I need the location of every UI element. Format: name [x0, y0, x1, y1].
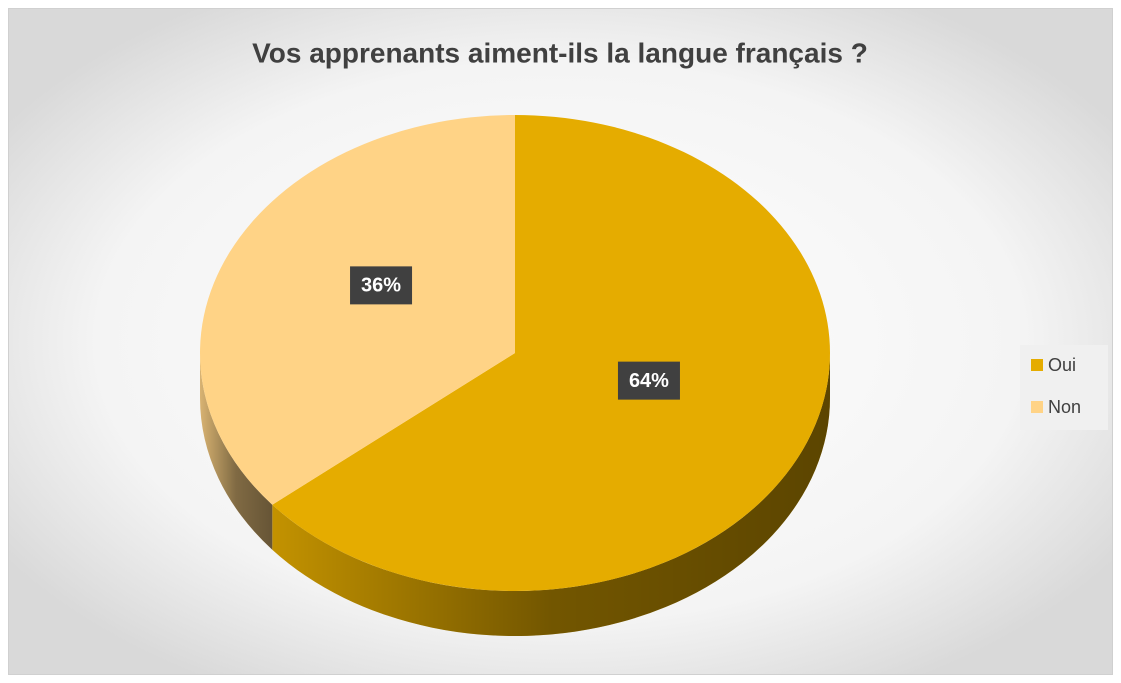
legend-swatch — [1031, 359, 1043, 371]
slice — [272, 115, 830, 591]
chart-title: Vos apprenants aiment-ils la langue fran… — [252, 37, 868, 68]
data-label-box — [617, 361, 680, 400]
legend-label: Oui — [1048, 355, 1076, 375]
legend-label: Non — [1048, 397, 1081, 417]
slice — [199, 115, 515, 505]
slice-side-shade — [272, 353, 830, 637]
data-label: 64% — [629, 370, 669, 392]
slice-side-shade — [200, 353, 273, 550]
data-label: 36% — [361, 275, 401, 297]
legend-swatch — [1031, 401, 1043, 413]
data-label-box — [350, 266, 413, 305]
